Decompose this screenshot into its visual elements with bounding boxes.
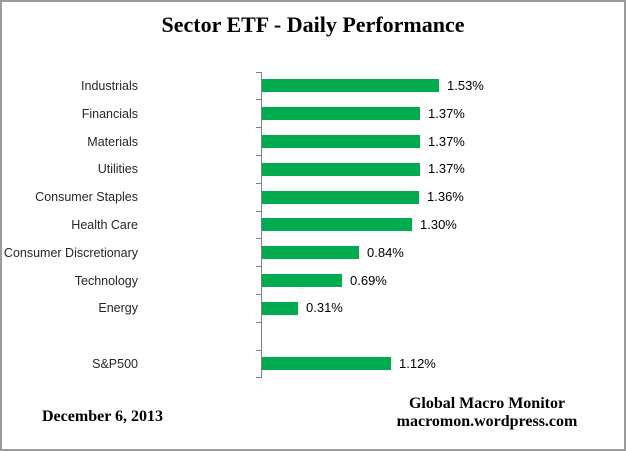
- bar: [262, 274, 342, 287]
- value-label: 1.53%: [447, 77, 484, 93]
- value-label: 1.12%: [399, 355, 436, 371]
- footer-date: December 6, 2013: [42, 408, 163, 425]
- category-label: S&P500: [92, 356, 138, 371]
- bar: [262, 79, 439, 93]
- chart-title: Sector ETF - Daily Performance: [161, 12, 465, 37]
- value-label: 1.37%: [428, 133, 465, 149]
- axis-tick: [256, 266, 261, 268]
- value-label: 1.37%: [428, 161, 465, 177]
- axis-tick: [256, 321, 261, 323]
- bar: [262, 135, 420, 148]
- axis-tick: [256, 293, 261, 295]
- value-label: 0.84%: [367, 244, 404, 260]
- axis-tick: [256, 127, 261, 129]
- value-label: 1.37%: [428, 105, 465, 121]
- bar: [262, 162, 420, 176]
- footer-source: Global Macro Monitor macromon.wordpress.…: [380, 395, 594, 431]
- category-label: Financials: [81, 106, 138, 121]
- category-axis-line: [261, 72, 262, 378]
- axis-tick: [256, 99, 261, 101]
- value-label: 1.36%: [427, 189, 464, 205]
- footer-source-url: macromon.wordpress.com: [396, 413, 578, 430]
- category-label: Health Care: [71, 217, 138, 232]
- category-label: Industrials: [81, 78, 138, 93]
- bar: [262, 107, 420, 121]
- value-label: 0.31%: [306, 300, 343, 316]
- bar: [262, 301, 298, 315]
- axis-tick: [256, 154, 261, 156]
- value-label: 1.30%: [420, 216, 457, 232]
- category-label: Materials: [87, 134, 138, 149]
- category-label: Energy: [98, 301, 138, 316]
- axis-tick: [256, 349, 261, 351]
- value-label: 0.69%: [350, 272, 387, 288]
- bar: [262, 246, 359, 260]
- axis-tick: [256, 71, 261, 73]
- category-label: Consumer Discretionary: [3, 245, 138, 260]
- axis-tick: [256, 210, 261, 212]
- axis-tick: [256, 238, 261, 240]
- axis-tick: [256, 377, 261, 379]
- bar: [262, 190, 419, 204]
- category-label: Technology: [74, 273, 138, 288]
- bar: [262, 218, 412, 232]
- category-label: Consumer Staples: [35, 190, 138, 205]
- bar: [262, 357, 391, 371]
- footer-source-name: Global Macro Monitor: [408, 395, 566, 412]
- category-label: Utilities: [97, 162, 138, 177]
- axis-tick: [256, 182, 261, 184]
